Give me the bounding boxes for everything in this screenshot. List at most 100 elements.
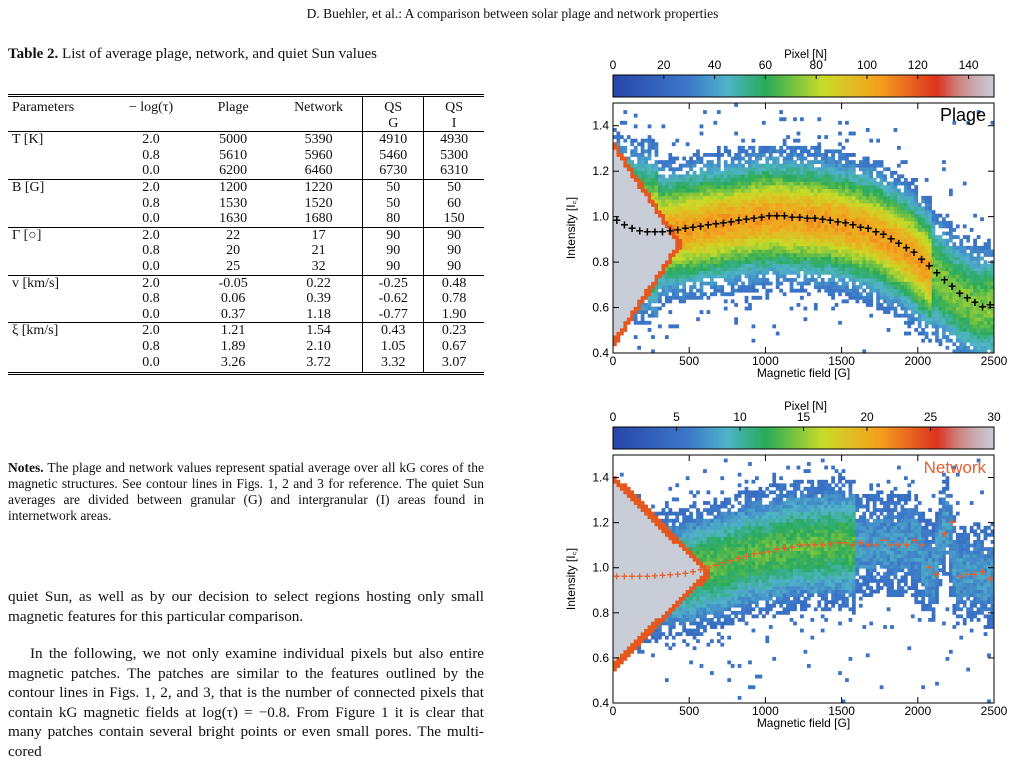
mean-point: + [933,264,941,280]
table-header-cell: QS [423,93,484,116]
mean-point: + [705,561,712,575]
x-tick-label: 2000 [904,704,931,718]
table-cell: 1.05 [362,338,424,355]
table-cell: 0.8 [142,195,160,211]
table-row: T [K] 2.0 5000 5390 4910 4930 [8,131,484,148]
table-header-cell: − log(τ) [110,93,192,116]
mean-point: + [613,212,621,228]
mean-point: + [826,212,834,228]
table-cell: 3.07 [423,354,484,376]
colorbar-tick-label: 60 [759,58,773,72]
table-row: 0.8 1530 1520 50 60 [8,195,484,212]
mean-point: + [766,545,773,559]
mean-point: + [735,552,742,566]
heatmap-cells [613,103,995,354]
mean-point: + [613,570,620,584]
mean-point: + [979,565,986,579]
table-cell: 2.0 [110,322,192,339]
colorbar-label: Pixel [N] [784,401,827,413]
running-header: D. Buehler, et al.: A comparison between… [306,6,719,21]
table-row: 0.8 0.06 0.39 -0.62 0.78 [8,291,484,307]
mean-point: + [659,569,666,583]
mean-point: + [674,567,681,581]
table-cell: 50 [423,178,484,196]
mean-point: + [895,235,903,251]
y-tick-label: 1.4 [592,119,609,133]
table-cell: 2.0 [110,131,192,148]
y-axis-label: Intensity [I꜀] [564,197,578,259]
mean-point: + [682,566,689,580]
table-param-cell: ξ [km/s] [8,322,111,339]
mean-point: + [780,208,788,224]
mean-point: + [765,208,773,224]
table-cell: 25 [226,258,241,274]
mean-point: + [728,554,735,568]
table-cell: 1200 [191,178,275,196]
mean-point: + [918,538,925,552]
mean-point: + [712,216,720,232]
table-cell: 0.8 [142,338,160,354]
mean-point: + [865,538,872,552]
mean-point: + [651,569,658,583]
mean-point: + [902,239,910,255]
table-cell: 0.0 [142,306,160,322]
mean-point: + [681,220,689,236]
notes-text: The plage and network values represent s… [8,460,484,523]
colorbar-tick-label: 30 [987,410,1001,424]
mean-point: + [872,538,879,552]
body-paragraph-2: In the following, we not only examine in… [8,645,484,760]
table-cell: -0.77 [362,306,424,323]
mean-point: + [811,538,818,552]
table-cell: 0.48 [423,274,484,292]
mean-point: + [964,567,971,581]
table-row: v [km/s] 2.0 -0.05 0.22 -0.25 0.48 [8,274,484,292]
table-cell: 0.06 [220,291,246,307]
table-cell: 6310 [423,163,484,180]
mean-point: + [933,567,940,581]
mean-point: + [986,296,994,312]
colorbar [612,74,995,98]
table-cell: 90 [423,226,484,244]
mean-point: + [742,211,750,227]
plot-frame [612,454,995,704]
x-tick-label: 1500 [828,354,855,368]
table-cell: 90 [362,258,424,276]
mean-point: + [727,213,735,229]
table-cell: 0.67 [423,338,484,355]
x-tick-label: 1000 [752,354,779,368]
table-param-cell: T [K] [8,131,111,148]
table-cell: 5390 [274,131,363,148]
mean-point: + [879,226,887,242]
table-cell: 90 [362,243,424,259]
body-text: quiet Sun, as well as by our decision to… [8,587,484,761]
mean-point: + [818,211,826,227]
y-tick-label: 0.8 [592,255,609,269]
table-cell: 0.0 [142,163,160,179]
table-cell: 2.0 [110,226,192,244]
x-tick-label: 0 [610,354,617,368]
table-cell: 1.21 [191,322,275,339]
mean-point: + [666,222,674,238]
mean-point: + [773,208,781,224]
table-cell: 5300 [423,147,484,164]
table-cell: 3.72 [274,354,363,376]
mean-point: + [841,214,849,230]
mean-point: + [804,538,811,552]
table-header-cell: Network [274,93,363,116]
colorbar-tick-label: 100 [857,58,877,72]
table-header-subcell: I [423,115,484,133]
y-tick-label: 0.4 [592,696,609,710]
mean-point: + [796,209,804,225]
table-cell: 1680 [304,211,333,227]
mean-point: + [940,271,948,287]
table-caption-bold: Table 2. [8,46,59,62]
mean-point: + [697,218,705,234]
table-cell: 90 [423,243,484,259]
mean-point: + [750,210,758,226]
y-tick-label: 1.0 [592,210,609,224]
table-header-cell: Plage [191,93,275,116]
mean-point: + [697,563,704,577]
table-cell: 60 [423,195,484,212]
panel-label: Plage [940,105,986,125]
table-cell: 0.43 [362,322,424,339]
